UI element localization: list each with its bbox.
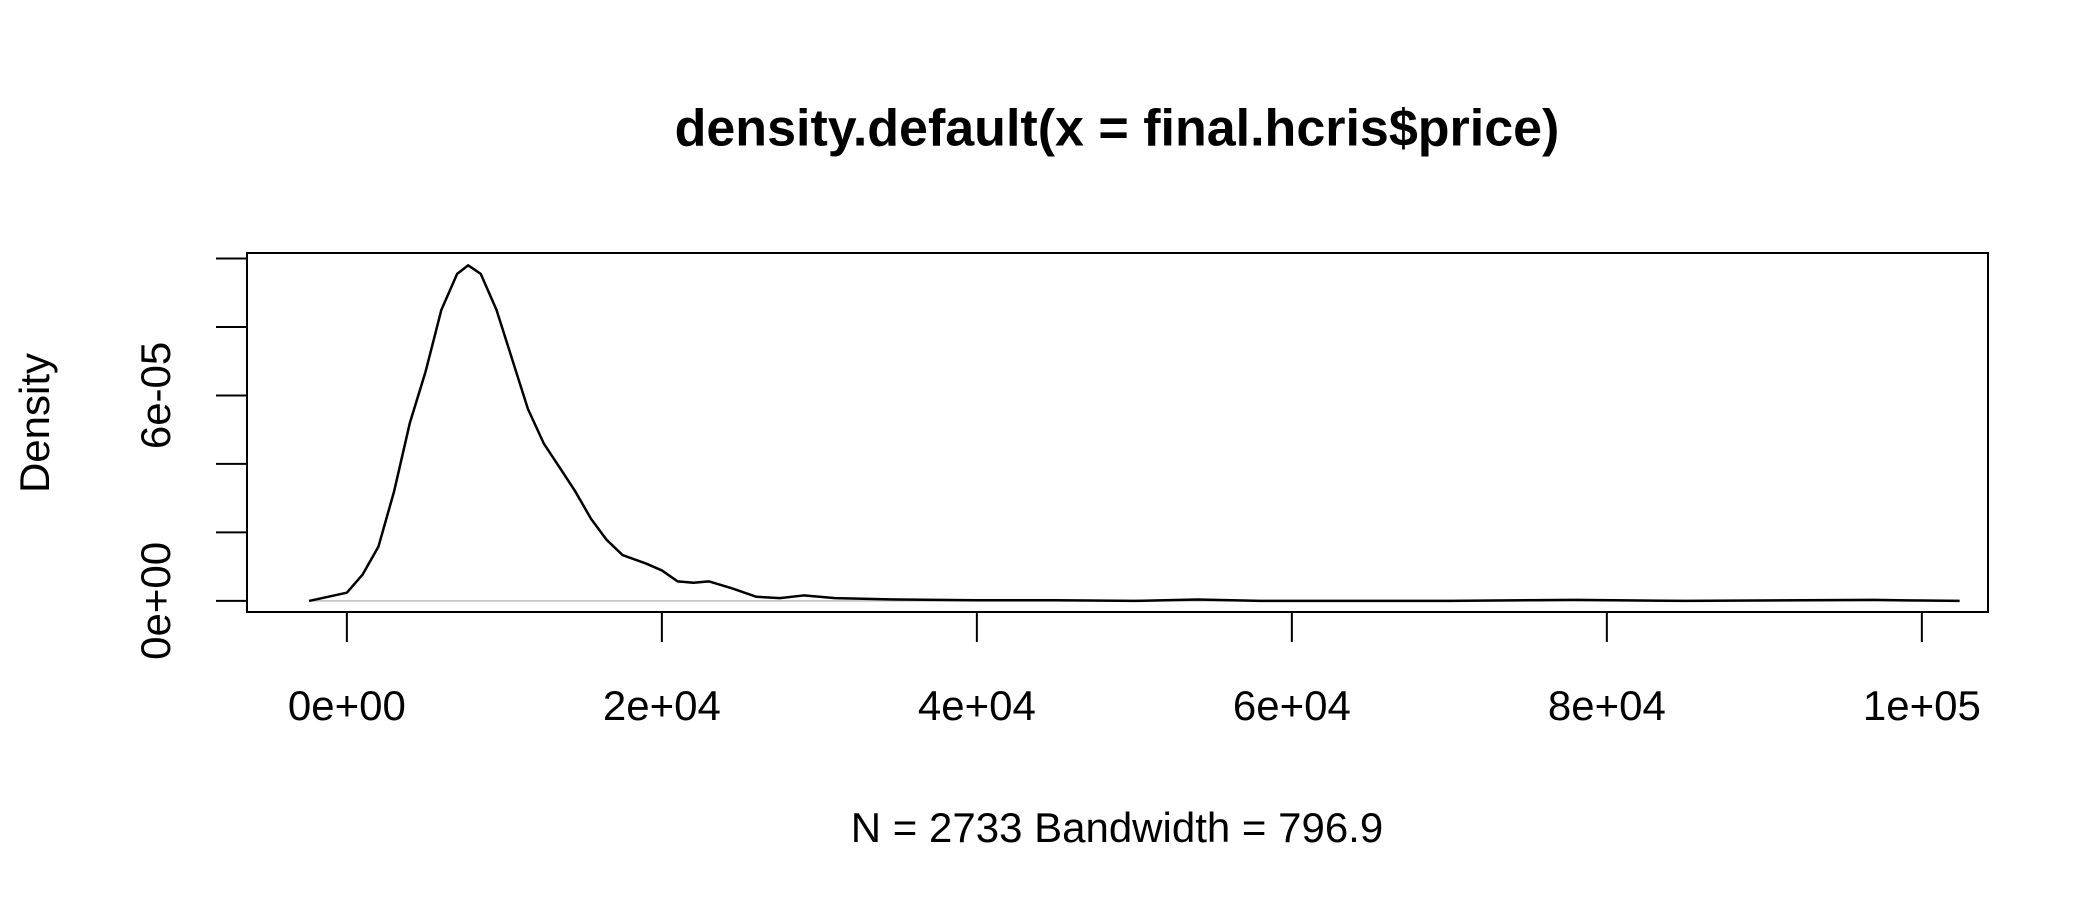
y-tick-label: 6e-05 [132, 342, 179, 449]
x-tick-label: 4e+04 [918, 682, 1036, 729]
y-axis-label: Density [11, 353, 58, 493]
x-tick-label: 1e+05 [1863, 682, 1981, 729]
x-tick-label: 8e+04 [1548, 682, 1666, 729]
x-axis-label: N = 2733 Bandwidth = 796.9 [851, 804, 1383, 851]
x-tick-label: 2e+04 [603, 682, 721, 729]
y-tick-label: 0e+00 [132, 542, 179, 660]
chart-title: density.default(x = final.hcris$price) [675, 100, 1560, 158]
x-tick-label: 6e+04 [1233, 682, 1351, 729]
density-line [308, 264, 1960, 603]
plot-box [246, 252, 1989, 613]
x-tick-label: 0e+00 [288, 682, 406, 729]
